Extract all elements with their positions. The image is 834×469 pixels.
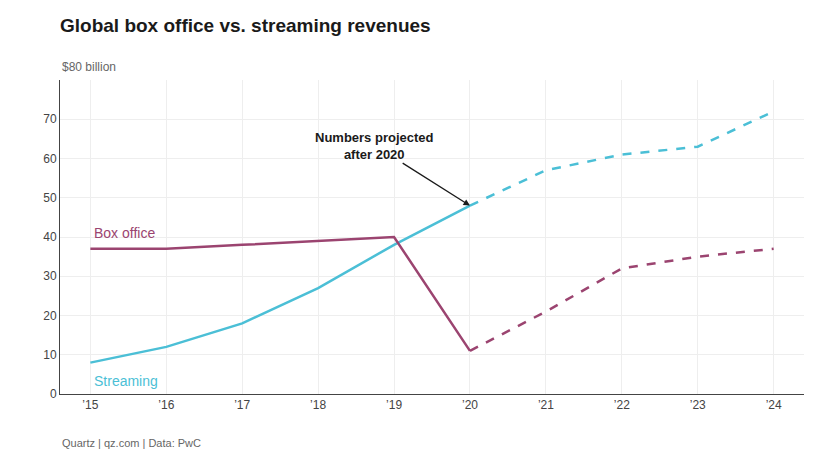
svg-text:’21: ’21	[538, 398, 554, 412]
svg-text:60: 60	[43, 152, 57, 166]
svg-text:Numbers projectedafter 2020: Numbers projectedafter 2020	[315, 130, 434, 162]
svg-text:Global box office vs. streamin: Global box office vs. streaming revenues	[60, 15, 431, 36]
svg-text:’19: ’19	[386, 398, 402, 412]
svg-text:70: 70	[43, 112, 57, 126]
svg-text:50: 50	[43, 191, 57, 205]
svg-text:30: 30	[43, 269, 57, 283]
svg-text:20: 20	[43, 309, 57, 323]
svg-text:’15: ’15	[82, 398, 98, 412]
svg-text:$80 billion: $80 billion	[62, 60, 116, 74]
svg-text:’18: ’18	[310, 398, 326, 412]
svg-text:0: 0	[50, 387, 57, 401]
svg-text:’23: ’23	[690, 398, 706, 412]
svg-text:40: 40	[43, 230, 57, 244]
svg-text:’20: ’20	[462, 398, 478, 412]
svg-text:Quartz | qz.com | Data: PwC: Quartz | qz.com | Data: PwC	[62, 437, 201, 449]
svg-text:’17: ’17	[234, 398, 250, 412]
svg-text:10: 10	[43, 348, 57, 362]
svg-text:’22: ’22	[614, 398, 630, 412]
svg-text:Streaming: Streaming	[94, 373, 158, 389]
svg-text:Box office: Box office	[94, 225, 155, 241]
svg-text:’16: ’16	[158, 398, 174, 412]
svg-text:’24: ’24	[766, 398, 782, 412]
